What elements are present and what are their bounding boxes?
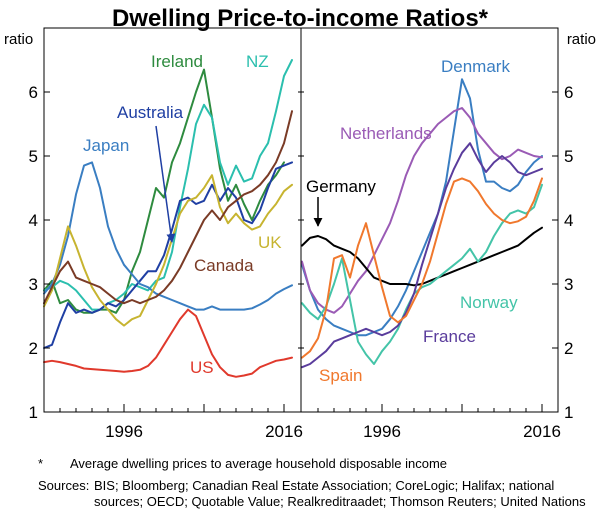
- series-label-us: US: [190, 358, 214, 377]
- ytick-label-left: 1: [29, 403, 38, 422]
- left-unit-label: ratio: [4, 31, 33, 48]
- series-label-norway: Norway: [460, 293, 518, 312]
- series-label-ireland: Ireland: [151, 52, 203, 71]
- series-label-france: France: [423, 327, 476, 346]
- series-line-japan: [43, 161, 293, 311]
- series-label-japan: Japan: [83, 136, 129, 155]
- ytick-label-right: 2: [564, 339, 573, 358]
- series-line-uk: [43, 174, 293, 327]
- sources-label: Sources:: [38, 478, 90, 493]
- australia-arrow: [155, 125, 176, 243]
- ytick-label-left: 2: [29, 339, 38, 358]
- series-label-spain: Spain: [319, 366, 362, 385]
- ytick-label-right: 5: [564, 147, 573, 166]
- chart: Dwelling Price-to-income Ratios* ratio r…: [4, 5, 596, 441]
- series-line-us: [43, 308, 293, 378]
- ytick-label-left: 6: [29, 83, 38, 102]
- ytick-label-left: 4: [29, 211, 38, 230]
- ytick-label-left: 5: [29, 147, 38, 166]
- xtick-label: 2016: [523, 422, 561, 441]
- ytick-label-right: 6: [564, 83, 573, 102]
- series-label-germany: Germany: [306, 177, 376, 196]
- series-label-australia: Australia: [117, 103, 184, 122]
- series-line-nz: [43, 59, 293, 311]
- series-line-spain: [301, 177, 543, 359]
- series-label-denmark: Denmark: [441, 57, 510, 76]
- sources-text: BIS; Bloomberg; Canadian Real Estate Ass…: [94, 478, 586, 509]
- ytick-label-right: 1: [564, 403, 573, 422]
- footnote-text: Average dwelling prices to average house…: [70, 456, 447, 471]
- ytick-label-right: 3: [564, 275, 573, 294]
- xtick-label: 1996: [105, 422, 143, 441]
- series-label-nz: NZ: [246, 52, 269, 71]
- series-label-netherlands: Netherlands: [340, 124, 432, 143]
- ytick-label-left: 3: [29, 275, 38, 294]
- ytick-label-right: 4: [564, 211, 573, 230]
- annotations: [155, 125, 323, 243]
- series-line-norway: [301, 183, 543, 365]
- xtick-label: 1996: [363, 422, 401, 441]
- series-line-netherlands: [301, 107, 543, 314]
- series-label-canada: Canada: [194, 256, 254, 275]
- series-line-ireland: [43, 68, 285, 314]
- footnote-mark: *: [38, 456, 44, 471]
- right-panel: Denmark Netherlands Germany Norway France Spa…: [301, 57, 543, 385]
- series-line-france: [301, 142, 543, 369]
- right-unit-label: ratio: [567, 31, 596, 48]
- series-label-uk: UK: [258, 233, 282, 252]
- series-line-canada: [43, 110, 293, 305]
- series-line-denmark: [301, 78, 543, 337]
- axes: 1 1 2 2 3 3 4 4 5 5 6 6 1996 2016 1996 2016: [29, 27, 573, 441]
- xtick-label: 2016: [265, 422, 303, 441]
